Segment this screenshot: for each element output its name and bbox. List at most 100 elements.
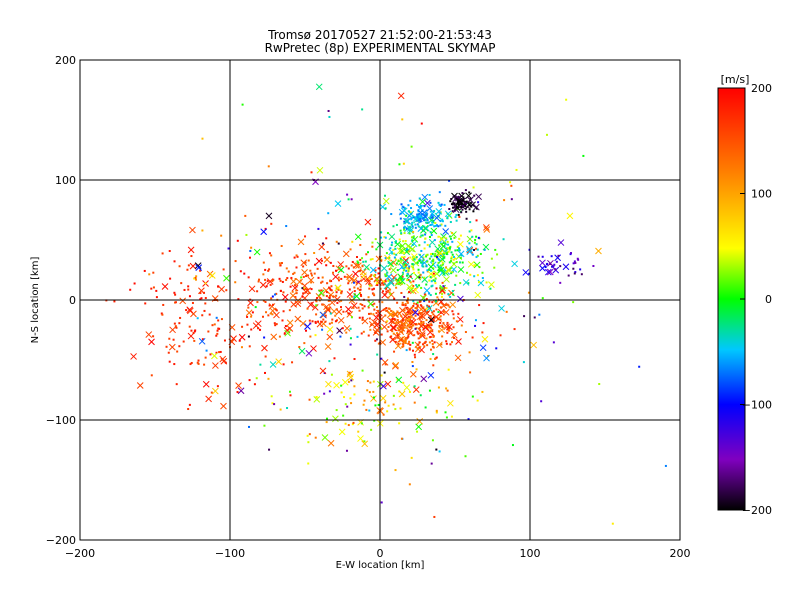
dot-marker: [391, 241, 394, 244]
dot-marker: [411, 361, 414, 364]
dot-marker: [148, 273, 151, 276]
dot-marker: [367, 312, 370, 315]
x-marker: [434, 245, 442, 253]
dot-marker: [361, 307, 364, 310]
dot-marker: [424, 237, 427, 240]
dot-marker: [392, 332, 395, 335]
dot-marker: [371, 258, 374, 261]
dot-marker: [434, 224, 437, 227]
dot-marker: [441, 262, 444, 265]
dot-marker: [225, 289, 228, 292]
x-marker: [336, 327, 343, 335]
dot-marker: [464, 455, 467, 458]
dot-marker: [357, 261, 360, 264]
dot-marker: [372, 313, 375, 316]
dot-marker: [437, 235, 440, 238]
dot-marker: [349, 337, 352, 340]
dot-marker: [220, 318, 223, 321]
dot-marker: [404, 338, 407, 341]
x-marker: [300, 259, 308, 267]
x-marker: [281, 293, 289, 301]
dot-marker: [367, 334, 370, 337]
dot-marker: [280, 262, 283, 265]
dot-marker: [390, 244, 393, 247]
dot-marker: [454, 249, 457, 252]
dot-marker: [161, 313, 164, 316]
dot-marker: [173, 363, 176, 366]
dot-marker: [347, 267, 350, 270]
dot-marker: [444, 224, 447, 227]
dot-marker: [359, 303, 362, 306]
dot-marker: [432, 364, 435, 367]
dot-marker: [205, 349, 208, 352]
dot-marker: [475, 219, 478, 222]
dot-marker: [250, 315, 253, 318]
dot-marker: [408, 320, 411, 323]
dot-marker: [291, 290, 294, 293]
dot-marker: [315, 395, 318, 398]
dot-marker: [385, 287, 388, 290]
dot-marker: [401, 319, 404, 322]
dot-marker: [460, 324, 463, 327]
x-marker: [419, 198, 426, 206]
dot-marker: [178, 322, 181, 325]
dot-marker: [370, 428, 373, 431]
dot-marker: [408, 348, 411, 351]
dot-marker: [538, 313, 541, 316]
x-marker: [341, 378, 349, 386]
dot-marker: [664, 464, 667, 467]
dot-marker: [402, 162, 405, 165]
dot-marker: [375, 306, 378, 309]
dot-marker: [188, 325, 191, 328]
dot-marker: [416, 330, 419, 333]
dot-marker: [285, 225, 288, 228]
dot-marker: [167, 351, 170, 354]
dot-marker: [422, 265, 425, 268]
x-marker: [402, 257, 410, 264]
dot-marker: [445, 342, 448, 345]
x-marker: [353, 292, 361, 300]
dot-marker: [359, 269, 362, 272]
dot-marker: [412, 284, 415, 287]
dot-marker: [178, 345, 181, 348]
dot-marker: [457, 213, 460, 216]
dot-marker: [407, 210, 410, 213]
x-tick-label: 0: [377, 547, 384, 560]
dot-marker: [415, 203, 418, 206]
dot-marker: [430, 234, 433, 237]
dot-marker: [445, 247, 448, 250]
dot-marker: [392, 225, 395, 228]
dot-marker: [475, 235, 478, 238]
x-marker: [404, 217, 411, 225]
dot-marker: [457, 203, 460, 206]
dot-marker: [447, 250, 450, 253]
dot-marker: [390, 264, 393, 267]
dot-marker: [365, 408, 368, 411]
dot-marker: [398, 422, 401, 425]
dot-marker: [301, 287, 304, 290]
dot-marker: [467, 282, 470, 285]
x-marker: [398, 242, 406, 250]
dot-marker: [335, 240, 338, 243]
x-marker: [457, 250, 465, 258]
x-marker: [354, 233, 362, 241]
dot-marker: [573, 272, 576, 275]
dot-marker: [511, 444, 514, 447]
dot-marker: [430, 462, 433, 465]
dot-marker: [349, 343, 352, 346]
dot-marker: [310, 274, 313, 277]
dot-marker: [410, 265, 413, 268]
dot-marker: [470, 204, 473, 207]
dot-marker: [217, 319, 220, 322]
x-marker: [332, 273, 339, 281]
x-marker: [384, 254, 391, 262]
dot-marker: [325, 421, 328, 424]
dot-marker: [129, 288, 132, 291]
dot-marker: [348, 288, 351, 291]
x-marker: [409, 245, 416, 253]
x-marker: [269, 361, 277, 368]
x-marker: [387, 278, 394, 286]
dot-marker: [359, 285, 362, 288]
dot-marker: [435, 448, 438, 451]
dot-marker: [367, 251, 370, 254]
